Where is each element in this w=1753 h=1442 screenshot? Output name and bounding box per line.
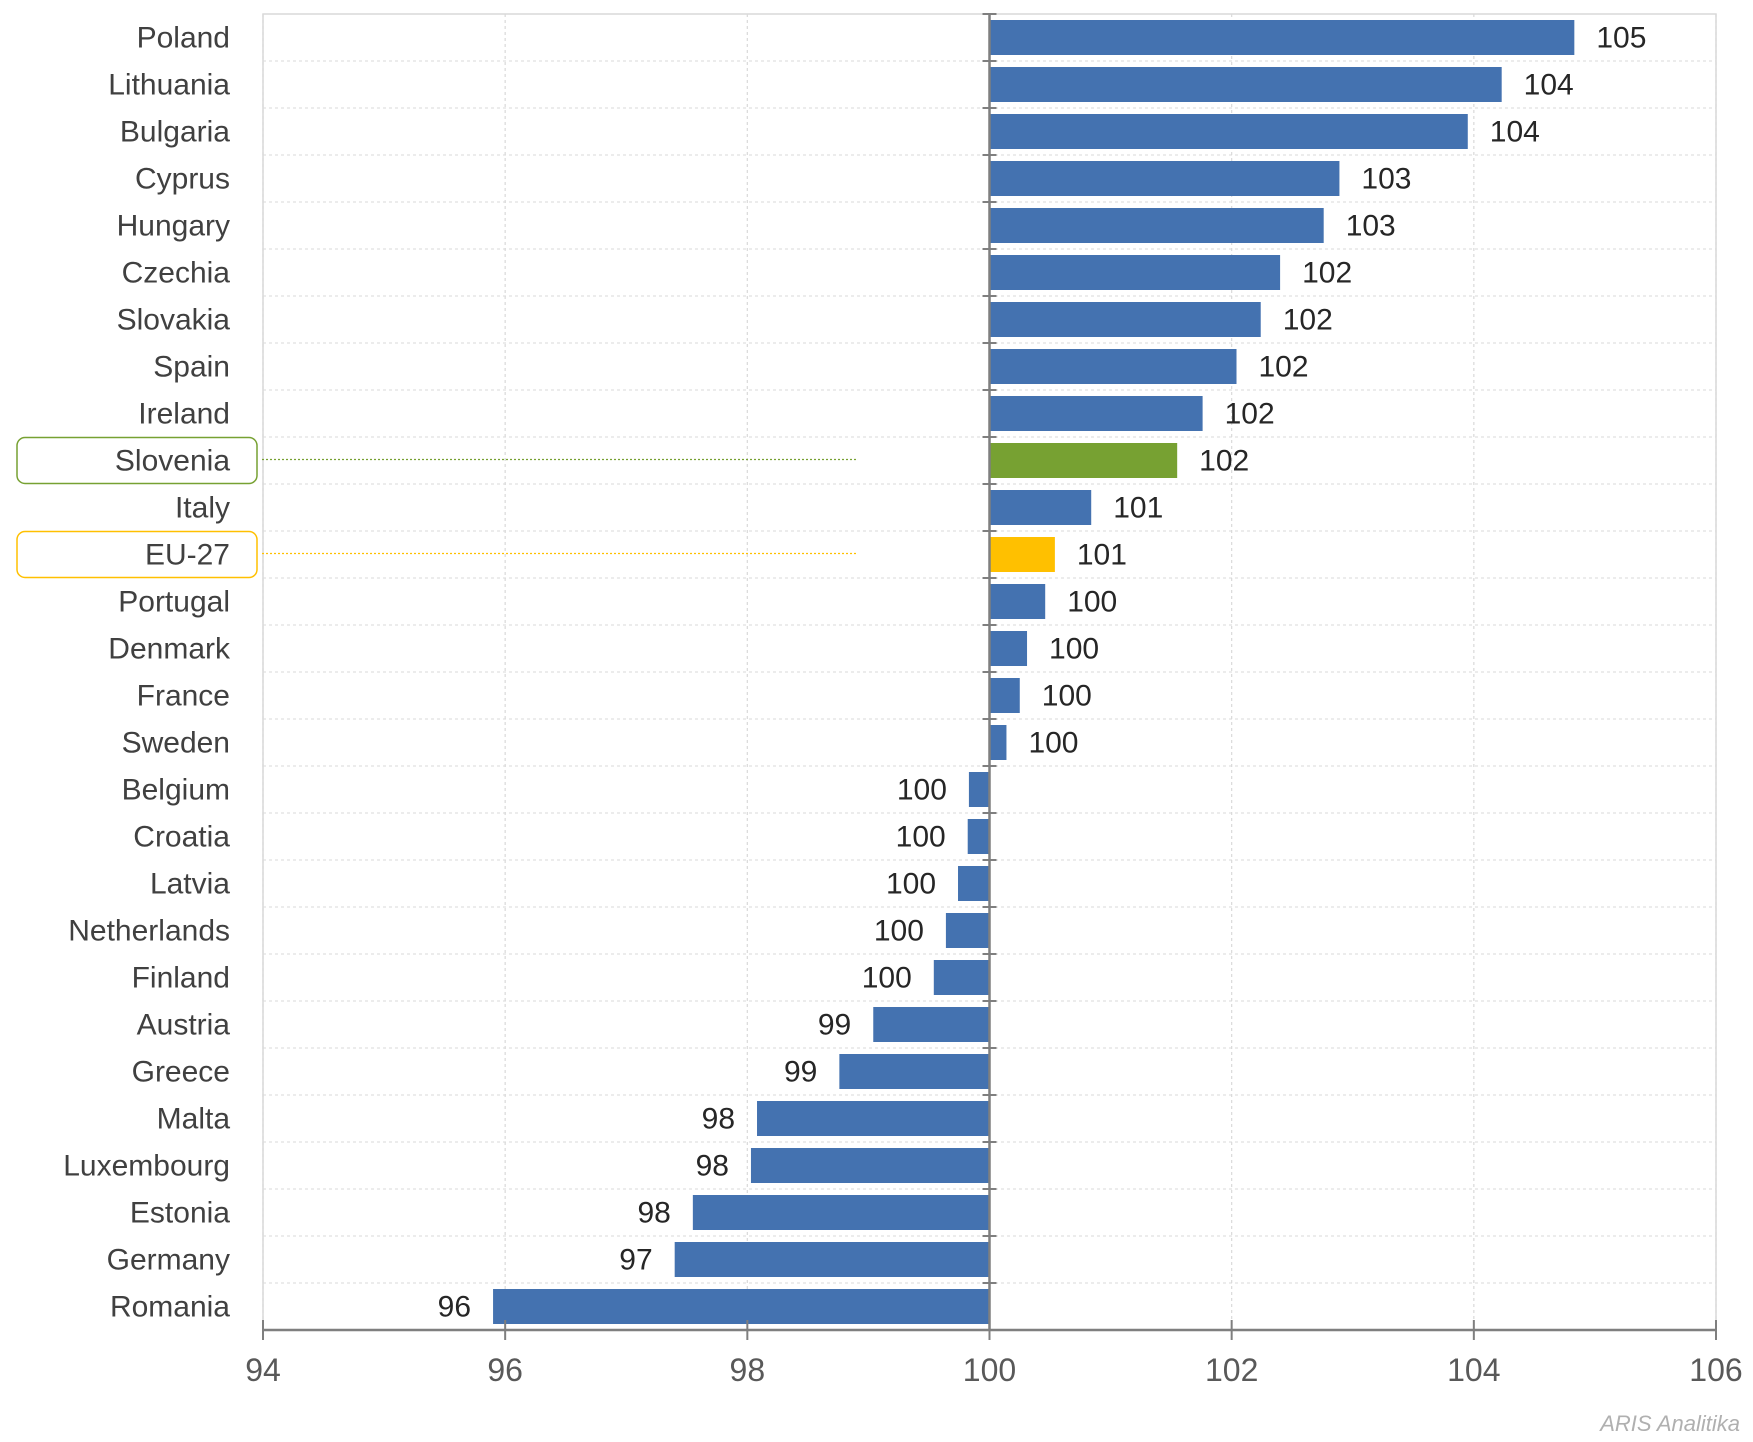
data-label-croatia: 100 <box>896 821 946 854</box>
bar-eu-27 <box>989 537 1055 572</box>
x-tick-label: 106 <box>1689 1352 1742 1388</box>
bar-romania <box>493 1289 990 1324</box>
category-label-spain: Spain <box>153 351 230 384</box>
data-label-hungary: 103 <box>1346 210 1396 243</box>
bar-belgium <box>968 772 990 807</box>
bar-hungary <box>989 208 1324 243</box>
bar-sweden <box>989 725 1007 760</box>
data-label-portugal: 100 <box>1067 586 1117 619</box>
bar-lithuania <box>989 67 1502 102</box>
bar-denmark <box>989 631 1028 666</box>
category-label-portugal: Portugal <box>118 586 230 619</box>
bar-netherlands <box>945 913 990 948</box>
data-label-france: 100 <box>1042 680 1092 713</box>
bar-poland <box>989 20 1575 55</box>
category-label-malta: Malta <box>157 1103 231 1136</box>
category-label-lithuania: Lithuania <box>108 69 230 102</box>
category-label-sweden: Sweden <box>122 727 230 760</box>
category-label-croatia: Croatia <box>133 821 230 854</box>
bar-ireland <box>989 396 1203 431</box>
data-label-lithuania: 104 <box>1524 69 1574 102</box>
category-label-netherlands: Netherlands <box>68 915 230 948</box>
bar-estonia <box>692 1195 990 1230</box>
data-label-denmark: 100 <box>1049 633 1099 666</box>
category-label-italy: Italy <box>175 492 230 525</box>
data-label-ireland: 102 <box>1225 398 1275 431</box>
category-label-austria: Austria <box>137 1009 231 1042</box>
x-tick-label: 98 <box>730 1352 766 1388</box>
data-label-eu-27: 101 <box>1077 539 1127 572</box>
x-tick-label: 102 <box>1205 1352 1258 1388</box>
category-label-latvia: Latvia <box>150 868 230 901</box>
data-label-belgium: 100 <box>897 774 947 807</box>
bar-portugal <box>989 584 1046 619</box>
data-label-finland: 100 <box>862 962 912 995</box>
bar-italy <box>989 490 1092 525</box>
data-label-netherlands: 100 <box>874 915 924 948</box>
data-label-slovakia: 102 <box>1283 304 1333 337</box>
category-label-cyprus: Cyprus <box>135 163 230 196</box>
bar-latvia <box>958 866 990 901</box>
bar-germany <box>674 1242 990 1277</box>
x-tick-label: 94 <box>245 1352 281 1388</box>
category-label-finland: Finland <box>132 962 230 995</box>
data-label-bulgaria: 104 <box>1490 116 1540 149</box>
x-tick-label: 100 <box>963 1352 1016 1388</box>
data-label-sweden: 100 <box>1028 727 1078 760</box>
bar-czechia <box>989 255 1281 290</box>
category-label-luxembourg: Luxembourg <box>63 1150 230 1183</box>
category-label-romania: Romania <box>110 1291 230 1324</box>
data-label-greece: 99 <box>784 1056 817 1089</box>
bar-finland <box>933 960 990 995</box>
x-tick-label: 96 <box>487 1352 523 1388</box>
source-note: ARIS Analitika <box>1598 1411 1740 1436</box>
bar-greece <box>839 1054 990 1089</box>
data-label-italy: 101 <box>1113 492 1163 525</box>
bar-slovakia <box>989 302 1261 337</box>
category-label-eu-27: EU-27 <box>145 539 230 572</box>
category-label-greece: Greece <box>132 1056 230 1089</box>
data-label-poland: 105 <box>1596 22 1646 55</box>
category-label-germany: Germany <box>107 1244 230 1277</box>
data-label-austria: 99 <box>818 1009 851 1042</box>
data-label-germany: 97 <box>619 1244 652 1277</box>
category-label-belgium: Belgium <box>122 774 230 807</box>
category-label-slovenia: Slovenia <box>115 445 230 478</box>
category-label-slovakia: Slovakia <box>117 304 231 337</box>
data-label-estonia: 98 <box>637 1197 670 1230</box>
bar-cyprus <box>989 161 1340 196</box>
bar-spain <box>989 349 1237 384</box>
bar-malta <box>757 1101 990 1136</box>
category-label-poland: Poland <box>137 22 230 55</box>
bar-austria <box>873 1007 990 1042</box>
axes: 94 96 98 100 102 104 106 <box>245 13 1743 1388</box>
bars <box>493 20 1575 1324</box>
data-label-latvia: 100 <box>886 868 936 901</box>
data-label-malta: 98 <box>702 1103 735 1136</box>
category-label-bulgaria: Bulgaria <box>120 116 230 149</box>
labels: Poland 105 Lithuania 104 Bulgaria 104 Cyprus 10… <box>16 22 1646 1324</box>
bar-luxembourg <box>750 1148 990 1183</box>
category-label-france: France <box>137 680 230 713</box>
category-label-hungary: Hungary <box>117 210 230 243</box>
x-tick-label: 104 <box>1447 1352 1500 1388</box>
data-label-spain: 102 <box>1259 351 1309 384</box>
category-label-denmark: Denmark <box>108 633 231 666</box>
data-label-luxembourg: 98 <box>696 1150 729 1183</box>
data-label-slovenia: 102 <box>1199 445 1249 478</box>
bar-france <box>989 678 1020 713</box>
data-label-cyprus: 103 <box>1361 163 1411 196</box>
highlight-box-slovenia <box>16 436 258 485</box>
bar-croatia <box>967 819 990 854</box>
bar-bulgaria <box>989 114 1468 149</box>
category-label-czechia: Czechia <box>122 257 231 290</box>
category-label-ireland: Ireland <box>138 398 230 431</box>
highlight-box-eu-27 <box>16 530 258 579</box>
bar-slovenia <box>989 443 1178 478</box>
category-label-estonia: Estonia <box>130 1197 230 1230</box>
data-label-czechia: 102 <box>1302 257 1352 290</box>
data-label-romania: 96 <box>438 1291 471 1324</box>
